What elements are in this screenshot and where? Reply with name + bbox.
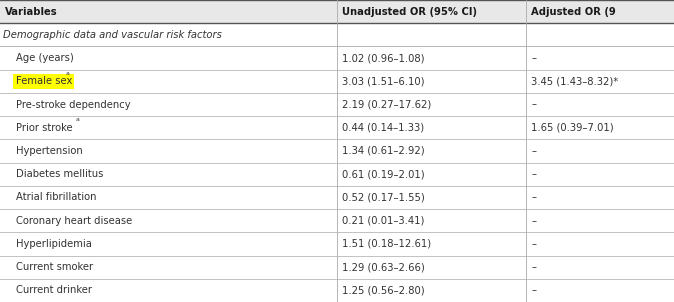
Text: Pre-stroke dependency: Pre-stroke dependency <box>16 100 130 110</box>
Bar <box>526 279 674 302</box>
Text: 3.03 (1.51–6.10): 3.03 (1.51–6.10) <box>342 76 425 86</box>
Bar <box>337 47 526 70</box>
Bar <box>0 255 337 279</box>
Text: 1.02 (0.96–1.08): 1.02 (0.96–1.08) <box>342 53 425 63</box>
Bar <box>526 255 674 279</box>
Text: –: – <box>531 239 536 249</box>
Text: a: a <box>66 71 70 76</box>
Text: 1.51 (0.18–12.61): 1.51 (0.18–12.61) <box>342 239 431 249</box>
Text: –: – <box>531 169 536 179</box>
Bar <box>526 186 674 209</box>
Text: 0.61 (0.19–2.01): 0.61 (0.19–2.01) <box>342 169 425 179</box>
Text: 0.52 (0.17–1.55): 0.52 (0.17–1.55) <box>342 192 425 202</box>
Text: Unadjusted OR (95% CI): Unadjusted OR (95% CI) <box>342 7 477 17</box>
Bar <box>526 93 674 116</box>
Bar <box>0 47 337 70</box>
Text: Coronary heart disease: Coronary heart disease <box>16 216 131 226</box>
Bar <box>0 232 337 255</box>
Text: Prior stroke: Prior stroke <box>16 123 72 133</box>
Bar <box>0 279 337 302</box>
Bar <box>337 93 526 116</box>
Text: –: – <box>531 262 536 272</box>
Bar <box>337 255 526 279</box>
Text: Hyperlipidemia: Hyperlipidemia <box>16 239 92 249</box>
Text: –: – <box>531 216 536 226</box>
Bar <box>0 162 337 186</box>
Text: Diabetes mellitus: Diabetes mellitus <box>16 169 103 179</box>
Bar <box>337 70 526 93</box>
Text: Hypertension: Hypertension <box>16 146 82 156</box>
Bar <box>337 140 526 162</box>
Bar <box>337 162 526 186</box>
Bar <box>526 140 674 162</box>
Text: 3.45 (1.43–8.32)*: 3.45 (1.43–8.32)* <box>531 76 618 86</box>
Text: Variables: Variables <box>5 7 58 17</box>
Text: 1.25 (0.56–2.80): 1.25 (0.56–2.80) <box>342 285 425 295</box>
Text: 1.65 (0.39–7.01): 1.65 (0.39–7.01) <box>531 123 614 133</box>
Bar <box>526 162 674 186</box>
Text: –: – <box>531 53 536 63</box>
Bar <box>337 186 526 209</box>
Text: Adjusted OR (9: Adjusted OR (9 <box>531 7 616 17</box>
Text: 2.19 (0.27–17.62): 2.19 (0.27–17.62) <box>342 100 431 110</box>
Text: a: a <box>75 117 80 122</box>
Text: 1.34 (0.61–2.92): 1.34 (0.61–2.92) <box>342 146 425 156</box>
Text: Age (years): Age (years) <box>16 53 73 63</box>
Bar <box>0 93 337 116</box>
Text: Atrial fibrillation: Atrial fibrillation <box>16 192 96 202</box>
Bar <box>337 23 526 47</box>
Text: 0.21 (0.01–3.41): 0.21 (0.01–3.41) <box>342 216 425 226</box>
Text: Demographic data and vascular risk factors: Demographic data and vascular risk facto… <box>3 30 222 40</box>
Text: Female sex: Female sex <box>16 76 72 86</box>
Bar <box>0 186 337 209</box>
Bar <box>337 209 526 232</box>
Text: 0.44 (0.14–1.33): 0.44 (0.14–1.33) <box>342 123 425 133</box>
Bar <box>337 0 526 23</box>
Text: –: – <box>531 100 536 110</box>
Bar <box>0 140 337 162</box>
Bar <box>526 209 674 232</box>
Text: –: – <box>531 146 536 156</box>
Text: Current drinker: Current drinker <box>16 285 92 295</box>
Bar <box>526 0 674 23</box>
Bar <box>526 232 674 255</box>
Text: 1.29 (0.63–2.66): 1.29 (0.63–2.66) <box>342 262 425 272</box>
Bar <box>337 232 526 255</box>
Bar <box>526 70 674 93</box>
Bar <box>526 23 674 47</box>
Bar <box>0 0 337 23</box>
Bar <box>0 209 337 232</box>
Text: –: – <box>531 285 536 295</box>
Bar <box>526 116 674 140</box>
Bar <box>0 116 337 140</box>
Bar <box>0 23 337 47</box>
Text: Current smoker: Current smoker <box>16 262 92 272</box>
Bar <box>337 116 526 140</box>
Text: –: – <box>531 192 536 202</box>
Bar <box>526 47 674 70</box>
Bar <box>337 279 526 302</box>
Bar <box>0 70 337 93</box>
